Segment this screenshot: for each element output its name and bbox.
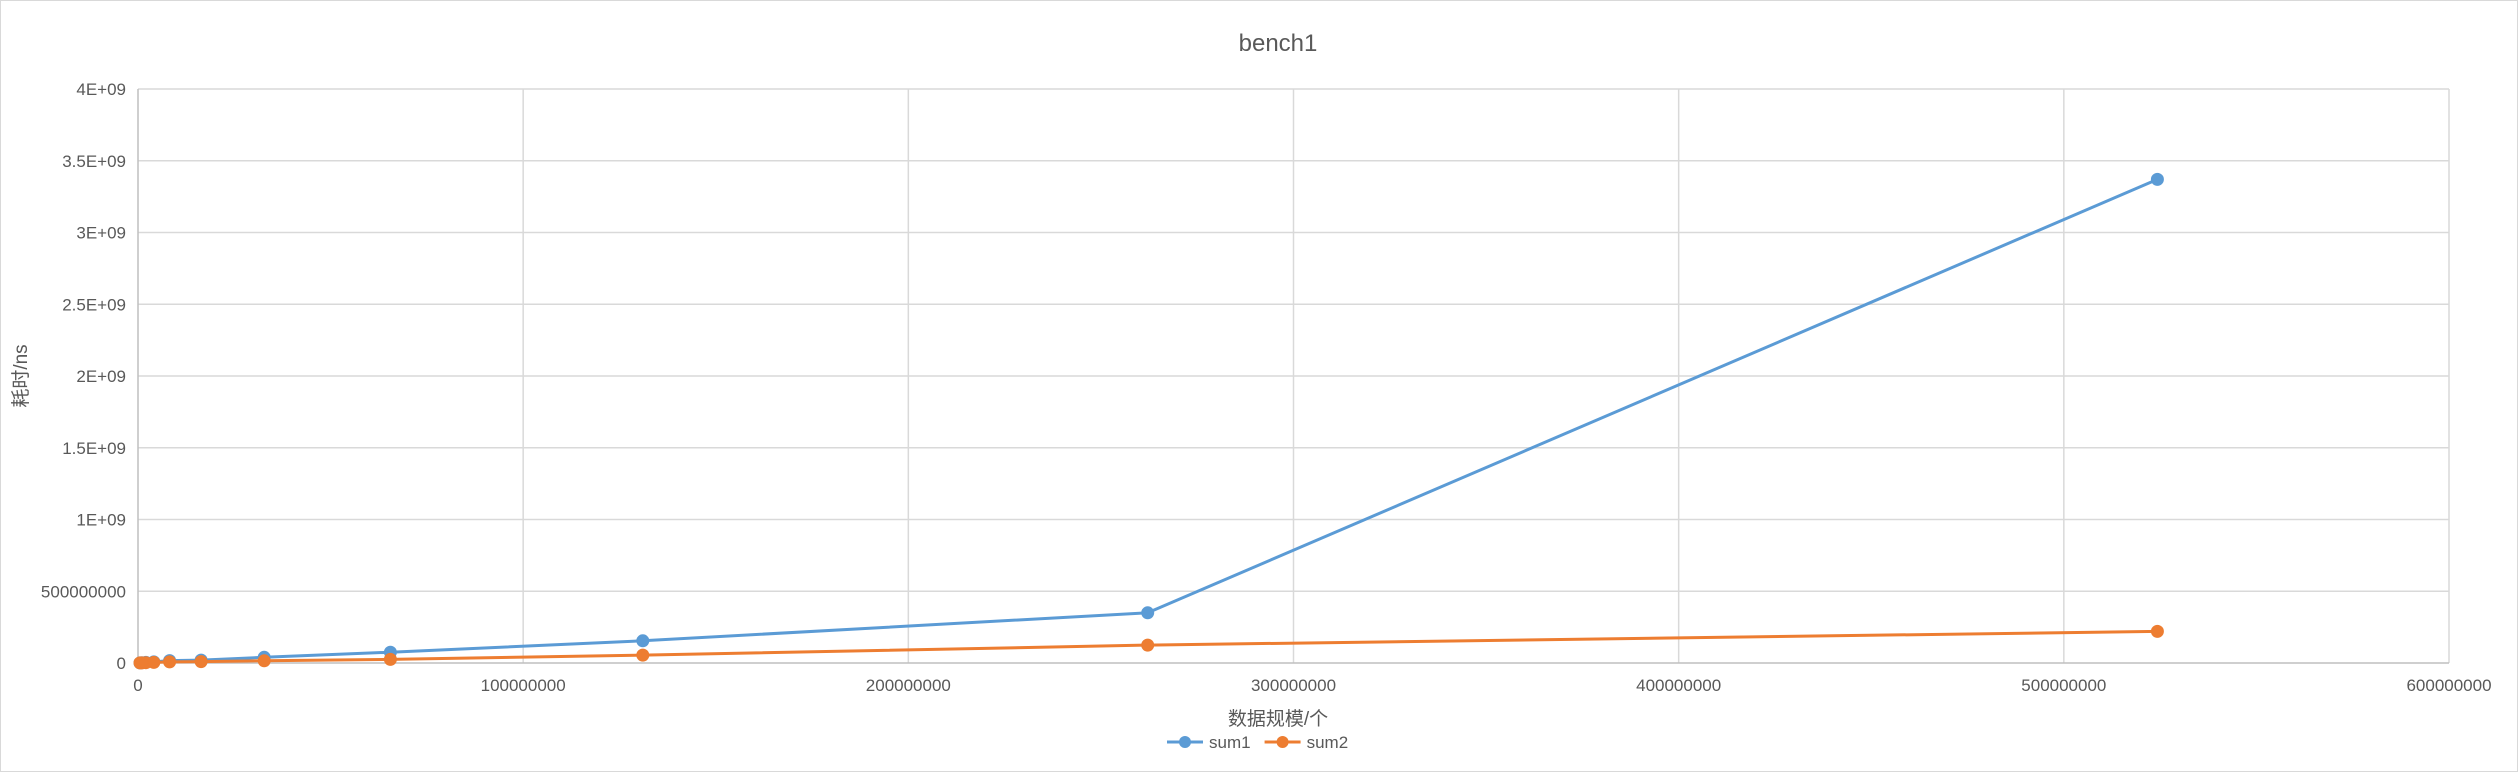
data-point: [1141, 606, 1155, 620]
x-axis-tick-labels: 0 100000000 200000000 300000000 400000000 500…: [133, 676, 2491, 695]
data-point: [194, 655, 208, 669]
data-point: [257, 654, 271, 668]
y-tick-label: 500000000: [41, 582, 126, 601]
series-sum1: [133, 172, 2164, 670]
legend-marker: [1179, 736, 1191, 748]
legend-label: sum2: [1307, 733, 1349, 752]
series-line: [139, 178, 2158, 665]
x-tick-label: 100000000: [481, 676, 566, 695]
y-axis-tick-labels: 0 500000000 1E+09 1.5E+09 2E+09 2.5E+09 3E+09 3…: [41, 80, 126, 673]
axes: [137, 89, 2449, 664]
x-tick-label: 600000000: [2406, 676, 2491, 695]
y-axis-label: 耗时/ns: [10, 344, 32, 407]
legend-item-sum2: sum2: [1264, 733, 1349, 752]
data-point: [636, 634, 650, 648]
legend-marker: [1276, 736, 1289, 748]
x-tick-label: 500000000: [2021, 676, 2106, 695]
data-point: [2150, 624, 2164, 638]
y-tick-label: 3E+09: [76, 224, 126, 243]
x-tick-label: 200000000: [866, 676, 951, 695]
y-tick-label: 1.5E+09: [62, 439, 126, 458]
x-tick-label: 400000000: [1636, 676, 1721, 695]
series-sum2: [133, 624, 2164, 670]
y-tick-label: 2E+09: [76, 367, 126, 386]
grid-lines: [138, 88, 2450, 663]
chart-title: bench1: [1239, 30, 1318, 57]
legend: sum1 sum2: [1167, 733, 1348, 752]
y-tick-label: 1E+09: [76, 511, 126, 530]
legend-label: sum1: [1209, 733, 1251, 752]
data-point: [163, 655, 177, 669]
y-tick-label: 4E+09: [76, 80, 126, 99]
y-tick-label: 3.5E+09: [62, 152, 126, 171]
y-tick-label: 2.5E+09: [62, 295, 126, 314]
series-layer: [133, 172, 2164, 670]
x-tick-label: 0: [133, 676, 142, 695]
y-tick-label: 0: [117, 654, 126, 673]
legend-item-sum1: sum1: [1167, 733, 1251, 752]
x-tick-label: 300000000: [1251, 676, 1336, 695]
x-axis-label: 数据规模/个: [1228, 708, 1328, 730]
data-point: [383, 652, 397, 666]
data-point: [147, 655, 161, 669]
data-point: [1141, 638, 1155, 652]
data-point: [636, 648, 650, 662]
data-point: [2150, 172, 2164, 186]
